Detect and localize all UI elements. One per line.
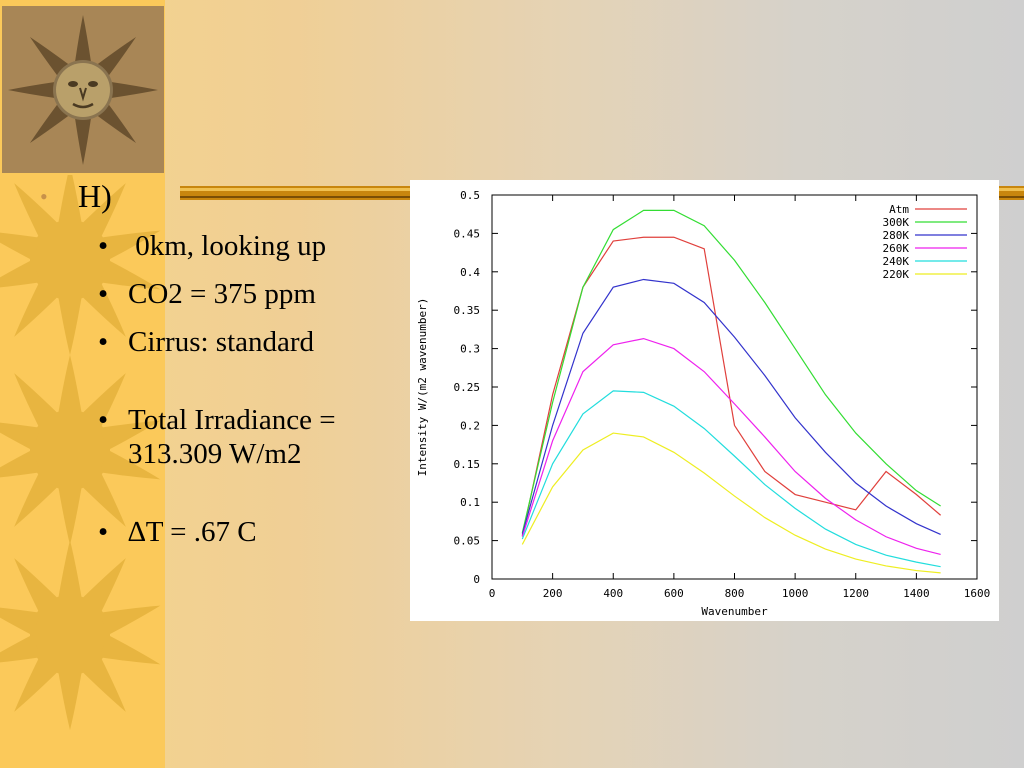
legend-label: 260K <box>883 242 910 255</box>
sun-face-logo <box>2 6 164 173</box>
list-item: • CO2 = 375 ppm <box>98 278 316 310</box>
x-axis-label: Wavenumber <box>701 605 768 618</box>
x-tick-label: 1000 <box>782 587 809 600</box>
bullet-list: • H) • 0km, looking up • CO2 = 375 ppm •… <box>40 178 390 549</box>
series-line-220k <box>521 432 941 574</box>
y-axis-label: Intensity W/(m2 wavenumber) <box>416 298 429 477</box>
y-tick-label: 0.05 <box>454 535 481 548</box>
sun-face-logo-icon <box>8 15 158 165</box>
series-line-atm <box>521 236 942 537</box>
y-tick-label: 0.15 <box>454 458 481 471</box>
chart-svg: 0 200 400 600 800 1000 1200 1400 1600 0 0.05 0.1 0.1… <box>416 189 991 618</box>
x-tick-label: 0 <box>489 587 496 600</box>
list-item: • 0km, looking up <box>98 230 327 262</box>
series-line-260k <box>521 337 941 556</box>
y-tick-label: 0.5 <box>460 189 480 202</box>
legend-label: Atm <box>889 203 909 216</box>
legend-label: 220K <box>883 268 910 281</box>
legend-label: 240K <box>883 255 910 268</box>
list-item: • Total Irradiance = 313.309 W/m2 <box>98 404 336 470</box>
series-line-240k <box>521 390 941 568</box>
legend-label: 280K <box>883 229 910 242</box>
y-tick-label: 0.2 <box>460 419 480 432</box>
x-tick-label: 200 <box>543 587 563 600</box>
slide-heading: H) <box>78 178 112 214</box>
x-tick-label: 400 <box>603 587 623 600</box>
sun-decoration-icon <box>0 175 161 730</box>
series-line-280k <box>521 278 941 536</box>
series-line-300k <box>521 209 941 534</box>
y-tick-label: 0.4 <box>460 266 480 279</box>
x-tick-label: 800 <box>725 587 745 600</box>
x-tick-label: 1400 <box>903 587 930 600</box>
list-item: • ∆T = .67 C <box>98 516 257 548</box>
y-tick-label: 0.45 <box>454 227 481 240</box>
heading-bullet: • H) <box>40 178 112 214</box>
list-item: • Cirrus: standard <box>98 326 315 358</box>
x-tick-label: 1600 <box>964 587 991 600</box>
spectrum-chart: 0 200 400 600 800 1000 1200 1400 1600 0 0.05 0.1 0.1… <box>410 180 999 621</box>
y-tick-label: 0 <box>473 573 480 586</box>
legend-label: 300K <box>883 216 910 229</box>
x-tick-label: 600 <box>664 587 684 600</box>
y-tick-label: 0.3 <box>460 343 480 356</box>
x-tick-label: 1200 <box>843 587 870 600</box>
y-tick-label: 0.1 <box>460 496 480 509</box>
y-tick-label: 0.25 <box>454 381 481 394</box>
y-tick-label: 0.35 <box>454 304 481 317</box>
